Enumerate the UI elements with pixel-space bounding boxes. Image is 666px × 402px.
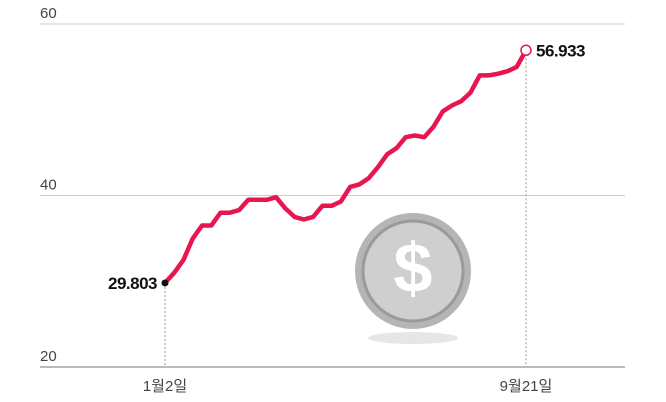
y-tick-label: 60 — [40, 5, 57, 22]
coin-icon: $ — [355, 213, 471, 344]
x-tick-label: 1월2일 — [143, 378, 187, 395]
line — [162, 48, 529, 286]
end-marker — [520, 44, 532, 57]
start-marker — [161, 279, 169, 287]
value-label: 56.933 — [536, 41, 585, 60]
value-label: 29.803 — [108, 274, 157, 293]
x-tick-label: 9월21일 — [500, 378, 553, 395]
y-tick-label: 20 — [40, 348, 57, 365]
svg-text:$: $ — [394, 229, 433, 307]
y-tick-label: 40 — [40, 177, 57, 194]
